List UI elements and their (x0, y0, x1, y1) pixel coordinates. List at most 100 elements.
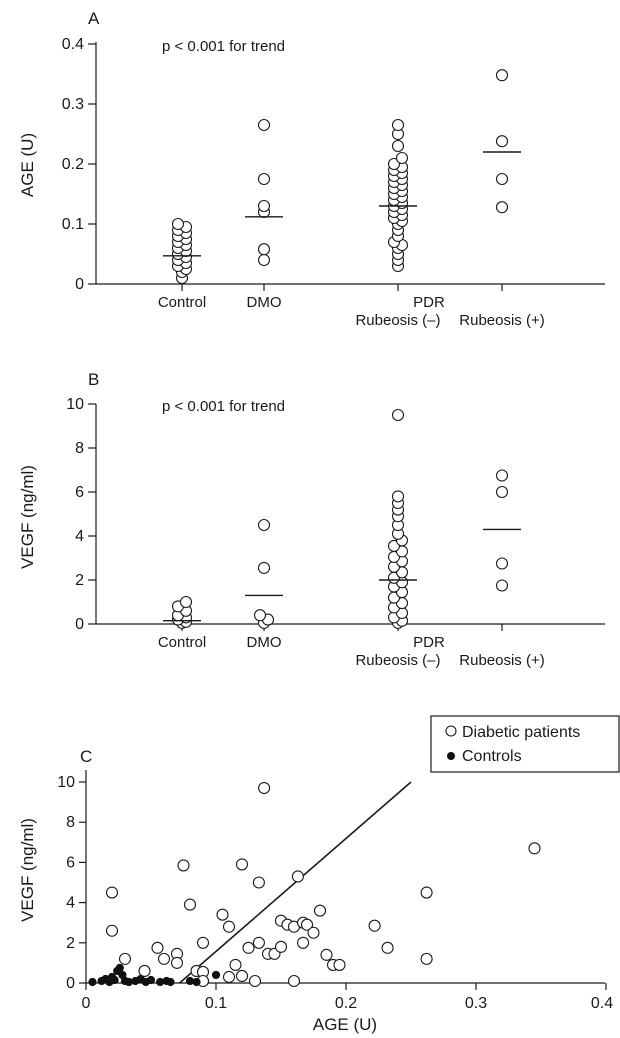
panel-a-category-label: Rubeosis (+) (459, 312, 544, 329)
diabetic-patient-point (287, 974, 301, 988)
panel-a-category-label: DMO (247, 294, 282, 311)
panel-a-group-label: PDR (413, 294, 445, 311)
panel-c-y-tick-label: 2 (66, 935, 75, 952)
diabetic-patient-point (297, 936, 310, 949)
panel-a-data-point (171, 217, 185, 231)
diabetic-patient-point (381, 941, 394, 954)
panel-b-data-point (495, 579, 509, 592)
control-point (211, 970, 221, 980)
diabetic-patient-point (252, 876, 265, 889)
panel-c-y-tick-label: 0 (66, 975, 75, 992)
legend-filled-marker (447, 752, 455, 760)
panel-b-y-tick-label: 6 (75, 484, 84, 501)
control-point (156, 977, 165, 987)
panel-a-y-label: AGE (U) (18, 133, 37, 197)
control-point (192, 977, 201, 987)
panel-c-y-tick-label: 10 (57, 774, 75, 791)
diabetic-patient-point (274, 940, 288, 953)
control-point (166, 977, 175, 987)
panel-a-data-point (495, 172, 509, 186)
panel-a-data-point (391, 118, 405, 132)
panel-b-y-tick-label: 4 (75, 528, 84, 545)
panel-a-y-tick-label: 0.2 (62, 156, 84, 173)
diabetic-patient-point (235, 969, 249, 983)
control-point (146, 975, 156, 985)
panel-b-category-label: DMO (247, 634, 282, 651)
panel-a-data-point (257, 243, 271, 256)
panel-b-y-tick-label: 10 (66, 396, 84, 413)
panel-b-y-label: VEGF (ng/ml) (18, 465, 37, 569)
panel-b-category-label: Rubeosis (+) (459, 652, 544, 669)
panel-a-letter: A (88, 9, 100, 28)
panel-b-data-point (253, 609, 267, 622)
panel-b-group-label: PDR (413, 634, 445, 651)
diabetic-patient-point (320, 948, 333, 961)
diabetic-patient-point (118, 952, 132, 965)
panel-a-category-label: Control (158, 294, 206, 311)
panel-a-data-point (391, 139, 405, 153)
diabetic-patient-point (313, 904, 327, 917)
panel-a-data-point (495, 135, 509, 148)
diabetic-patient-point (105, 924, 119, 937)
diabetic-patient-point (105, 886, 119, 899)
panel-b-y-tick-label: 2 (75, 572, 84, 589)
panel-b-data-point (257, 518, 271, 532)
panel-c-y-tick-label: 6 (66, 854, 75, 871)
diabetic-patient-point (177, 859, 190, 872)
panel-a-data-point (257, 253, 271, 267)
control-point (124, 977, 133, 987)
panel-b-data-point (495, 557, 509, 570)
legend-open-marker (445, 725, 457, 737)
panel-b-data-point (179, 595, 193, 609)
control-point (185, 976, 195, 986)
panel-c-y-tick-label: 4 (66, 895, 75, 912)
panel-a-annotation: p < 0.001 for trend (162, 38, 285, 55)
panel-c-y-label: VEGF (ng/ml) (18, 818, 37, 922)
legend-diabetic-patients: Diabetic patients (462, 724, 580, 741)
diabetic-patient-point (229, 958, 242, 971)
legend-box (430, 715, 620, 773)
panel-b: B p < 0.001 for trend VEGF (ng/ml) PDR 0… (18, 370, 605, 669)
diabetic-patient-point (170, 956, 184, 969)
panel-c-x-tick-label: 0.3 (465, 995, 487, 1012)
panel-b-data-point (257, 561, 271, 574)
diabetic-patient-point (235, 858, 249, 871)
panel-a-data-point (495, 201, 509, 214)
panel-b-annotation: p < 0.001 for trend (162, 398, 285, 415)
panel-a-data-point (395, 151, 409, 165)
panel-b-category-label: Rubeosis (–) (355, 652, 440, 669)
panel-a: A p < 0.001 for trend AGE (U) PDR 0 0.1 0.… (18, 9, 605, 329)
panel-a-data-point (257, 199, 271, 213)
diabetic-patient-point (222, 920, 236, 933)
diabetic-patient-point (528, 842, 541, 855)
diabetic-patient-point (151, 941, 164, 954)
panel-c-x-tick-label: 0.1 (205, 995, 227, 1012)
diabetic-patient-point (242, 941, 255, 954)
panel-a-y-tick-label: 0.4 (62, 36, 84, 53)
panel-b-data-point (391, 490, 405, 503)
diabetic-patient-point (138, 964, 151, 977)
diabetic-patient-point (420, 952, 433, 965)
panel-a-y-tick-label: 0.3 (62, 96, 84, 113)
diabetic-patient-point (252, 936, 265, 949)
diabetic-patient-point (333, 958, 346, 971)
panel-c: C VEGF (ng/ml) AGE (U) 0 2 4 6 8 10 0 0.1 0.2 0.3… (18, 715, 620, 1034)
panel-a-category-label: Rubeosis (–) (355, 312, 440, 329)
panel-a-data-point (257, 118, 271, 132)
regression-line (179, 781, 412, 984)
diabetic-patient-point (183, 898, 197, 911)
diabetic-patient-point (368, 919, 381, 932)
diabetic-patient-point (258, 781, 271, 795)
panel-a-y-tick-label: 0.1 (62, 216, 84, 233)
diabetic-patient-point (222, 970, 236, 984)
panel-c-x-tick-label: 0.4 (591, 995, 613, 1012)
panel-a-data-point (495, 69, 509, 82)
panel-b-letter: B (88, 370, 99, 389)
panel-a-data-point (257, 172, 271, 186)
legend-controls: Controls (462, 748, 522, 765)
control-point (88, 977, 97, 987)
panel-a-y-tick-label: 0 (75, 276, 84, 293)
panel-b-data-point (495, 469, 509, 482)
control-point (115, 963, 124, 973)
